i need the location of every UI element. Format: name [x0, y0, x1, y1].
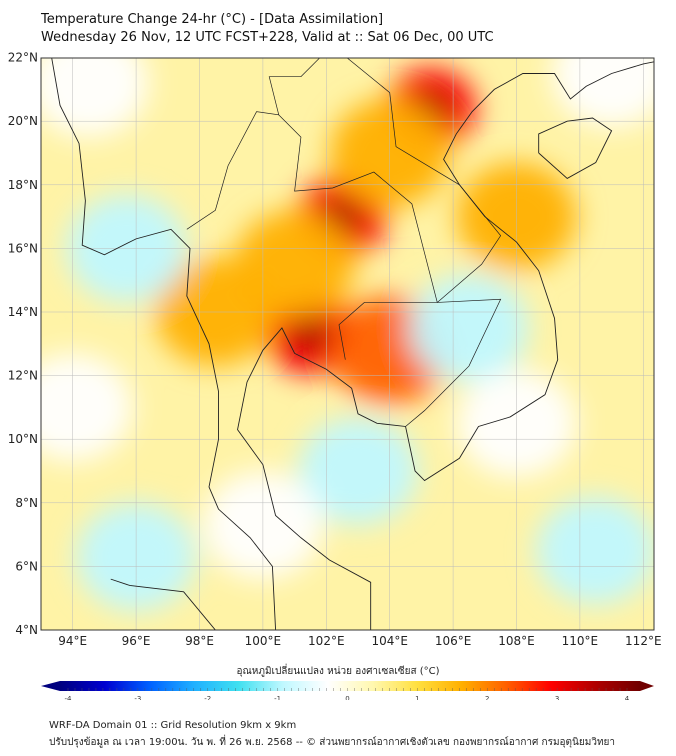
lat-label: 16°N — [8, 241, 38, 255]
colorbar: -4 -3 -2 -1 0 1 2 3 4 — [41, 681, 654, 700]
country-border — [186, 58, 321, 230]
lat-label: 4°N — [15, 623, 38, 637]
lat-label: 22°N — [8, 51, 38, 65]
map-frame — [40, 57, 655, 631]
lon-label: 94°E — [58, 634, 87, 648]
lon-label: 104°E — [371, 634, 408, 648]
colorbar-tick-label: 4 — [625, 695, 630, 700]
footer-model-info: WRF-DA Domain 01 :: Grid Resolution 9km … — [49, 720, 297, 731]
lon-label: 96°E — [122, 634, 151, 648]
colorbar-min-arrow — [41, 681, 60, 691]
coastline — [51, 58, 277, 630]
field-anomaly — [551, 58, 654, 128]
colorbar-tick-label: 2 — [485, 695, 489, 700]
coastline — [237, 61, 654, 630]
field-anomaly-core — [288, 314, 333, 355]
colorbar-tick-label: -4 — [65, 695, 73, 700]
lon-label: 106°E — [435, 634, 472, 648]
lon-label: 102°E — [308, 634, 345, 648]
lat-label: 20°N — [8, 114, 38, 128]
lon-label: 100°E — [245, 634, 282, 648]
temperature-change-map: 22°N 20°N 18°N 16°N 14°N 12°N 10°N 8°N 6°N 4°N 94… — [8, 51, 662, 700]
colorbar-tick-label: 0 — [345, 695, 349, 700]
colorbar-tick-label: 1 — [415, 695, 419, 700]
field-anomaly — [41, 58, 149, 138]
country-border — [405, 298, 502, 427]
colorbar-tick-label: -3 — [134, 695, 141, 700]
colorbar-tick-label: -1 — [274, 695, 281, 700]
colorbar-scale — [60, 681, 640, 691]
colorbar-tick-label: -2 — [204, 695, 211, 700]
country-border — [346, 58, 502, 303]
lon-label: 98°E — [185, 634, 214, 648]
field-anomaly — [41, 353, 133, 462]
lat-label: 18°N — [8, 178, 38, 192]
lon-label: 110°E — [562, 634, 599, 648]
coastline — [538, 117, 613, 179]
coastline — [104, 578, 216, 630]
colorbar-max-arrow — [640, 681, 654, 691]
colorbar-label: อุณหภูมิเปลี่ยนแปลง หน่วย องศาเซลเซียส (… — [236, 666, 440, 677]
lat-label: 8°N — [15, 496, 38, 510]
lat-label: 12°N — [8, 369, 38, 383]
field-anomaly — [298, 417, 418, 525]
country-border — [278, 114, 438, 360]
lat-label: 14°N — [8, 305, 38, 319]
lon-label: 108°E — [498, 634, 535, 648]
map-title: Temperature Change 24-hr (°C) - [Data As… — [41, 12, 384, 27]
footer-update-info: ปรับปรุงข้อมูล ณ เวลา 19:00น. วัน พ. ที่… — [49, 737, 616, 748]
colorbar-tick-label: 3 — [555, 695, 559, 700]
map-subtitle: Wednesday 26 Nov, 12 UTC FCST+228, Valid… — [41, 30, 494, 45]
lon-label: 112°E — [625, 634, 662, 648]
field-anomaly — [535, 496, 654, 605]
lat-label: 10°N — [8, 432, 38, 446]
lat-label: 6°N — [15, 559, 38, 573]
